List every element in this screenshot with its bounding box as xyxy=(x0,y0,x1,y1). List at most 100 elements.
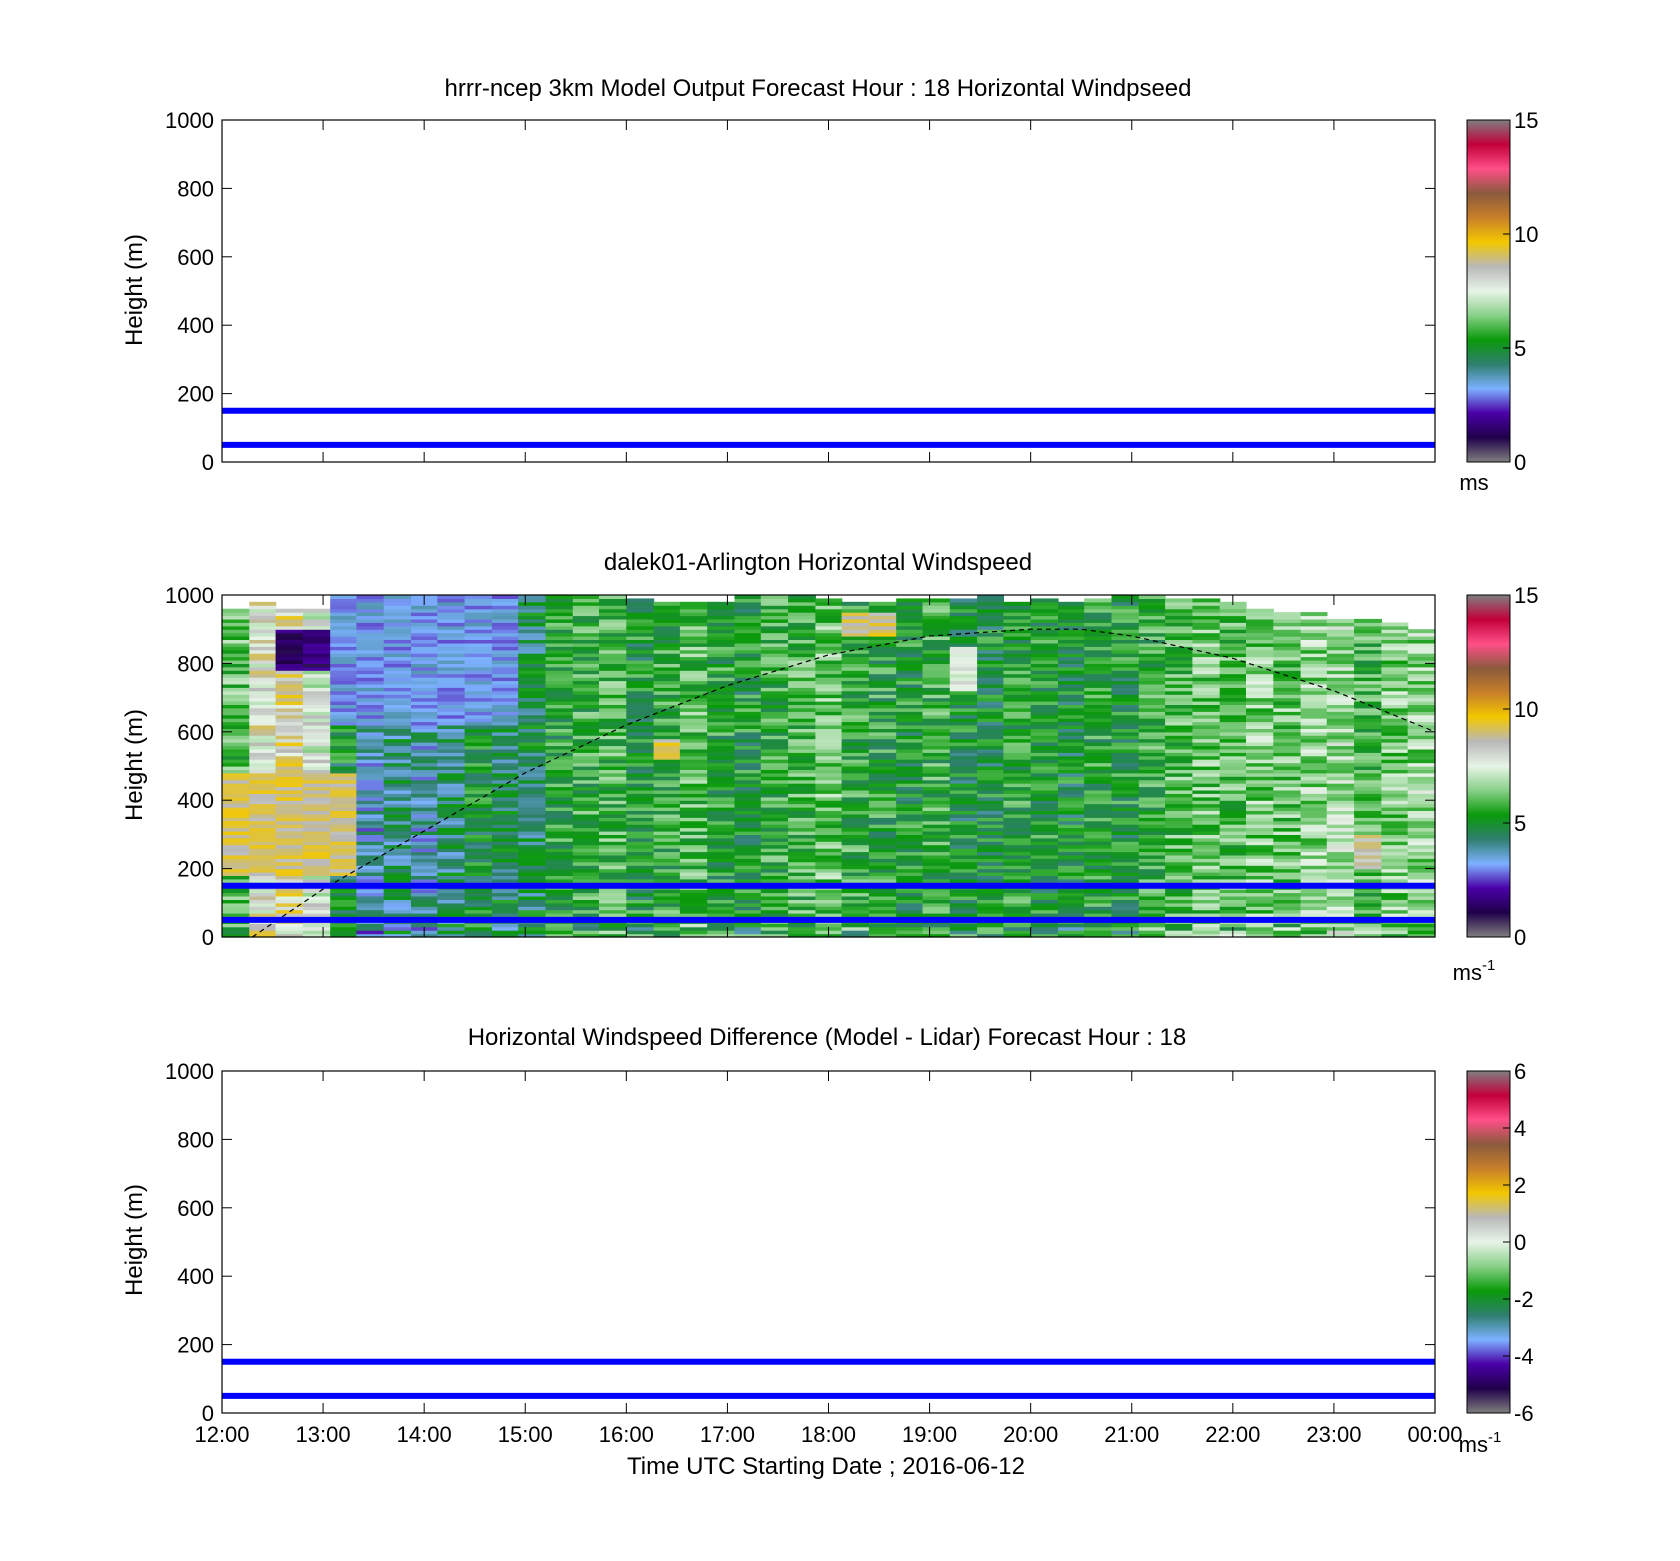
heatmap-cell xyxy=(1246,742,1274,747)
heatmap-cell xyxy=(437,786,466,791)
heatmap-cell xyxy=(734,660,762,664)
heatmap-cell xyxy=(949,889,978,894)
heatmap-cell xyxy=(599,694,627,699)
heatmap-cell xyxy=(302,783,331,788)
heatmap-cell xyxy=(1246,666,1274,671)
heatmap-cell xyxy=(1003,646,1032,651)
heatmap-cell xyxy=(707,875,736,880)
heatmap-cell xyxy=(275,926,304,931)
heatmap-cell xyxy=(1030,615,1059,620)
heatmap-cell xyxy=(1030,677,1059,682)
heatmap-cell xyxy=(841,680,870,685)
heatmap-cell xyxy=(383,762,412,767)
heatmap-cell xyxy=(1326,687,1355,692)
heatmap-cell xyxy=(949,858,978,863)
heatmap-cell xyxy=(788,697,816,702)
heatmap-cell xyxy=(707,861,736,866)
heatmap-cell xyxy=(653,731,681,736)
heatmap-cell xyxy=(734,725,762,729)
heatmap-cell xyxy=(599,639,627,644)
heatmap-cell xyxy=(1407,666,1436,671)
heatmap-cell xyxy=(1111,834,1140,839)
heatmap-cell xyxy=(896,704,924,709)
heatmap-cell xyxy=(841,899,870,904)
heatmap-cell xyxy=(922,673,951,678)
heatmap-cell xyxy=(1111,707,1140,712)
heatmap-cell xyxy=(1084,827,1113,832)
heatmap-cell xyxy=(518,714,547,719)
heatmap-cell xyxy=(572,697,600,702)
heatmap-cell xyxy=(1084,776,1113,781)
heatmap-cell xyxy=(1138,755,1166,760)
heatmap-cell xyxy=(1030,899,1059,904)
heatmap-cell xyxy=(491,923,519,928)
heatmap-cell xyxy=(599,748,627,753)
heatmap-cell xyxy=(222,680,250,685)
heatmap-cell xyxy=(1138,810,1166,815)
heatmap-cell xyxy=(653,707,681,712)
heatmap-cell xyxy=(1219,605,1247,610)
heatmap-cell xyxy=(1030,625,1059,630)
x-tick-label: 16:00 xyxy=(599,1422,654,1447)
heatmap-cell xyxy=(626,820,655,825)
heatmap-cell xyxy=(437,766,466,770)
heatmap-cell xyxy=(1326,772,1355,777)
heatmap-cell xyxy=(383,642,412,647)
heatmap-cell xyxy=(383,673,412,678)
heatmap-cell xyxy=(679,827,708,832)
heatmap-cell xyxy=(788,673,816,678)
heatmap-cell xyxy=(679,755,708,760)
heatmap-cell xyxy=(411,807,438,811)
heatmap-cell xyxy=(464,899,493,904)
heatmap-cell xyxy=(518,629,547,634)
heatmap-cell xyxy=(383,677,412,682)
heatmap-cell xyxy=(275,892,304,897)
heatmap-cell xyxy=(707,725,736,729)
heatmap-cell xyxy=(977,861,1004,866)
heatmap-cell xyxy=(949,636,978,640)
heatmap-cell xyxy=(868,875,897,880)
heatmap-cell xyxy=(330,618,358,623)
heatmap-cell xyxy=(545,827,574,832)
heatmap-cell xyxy=(572,656,600,661)
heatmap-cell xyxy=(1219,827,1247,832)
heatmap-cell xyxy=(491,878,519,883)
heatmap-cell xyxy=(734,653,762,658)
heatmap-cell xyxy=(302,663,331,668)
heatmap-cell xyxy=(1273,752,1302,757)
heatmap-cell xyxy=(249,649,277,654)
heatmap-cell xyxy=(1165,789,1193,794)
heatmap-cell xyxy=(1030,612,1059,617)
heatmap-cell xyxy=(518,687,547,692)
heatmap-cell xyxy=(679,889,708,894)
heatmap-cell xyxy=(922,622,951,627)
heatmap-cell xyxy=(679,899,708,904)
heatmap-cell xyxy=(1030,913,1059,918)
heatmap-cell xyxy=(734,748,762,753)
heatmap-cell xyxy=(437,608,466,613)
heatmap-cell xyxy=(841,841,870,846)
heatmap-cell xyxy=(330,718,358,723)
heatmap-cell xyxy=(302,803,331,808)
heatmap-cell xyxy=(491,745,519,750)
heatmap-cell xyxy=(1165,865,1193,870)
heatmap-cell xyxy=(1003,755,1032,760)
heatmap-cell xyxy=(896,902,924,907)
heatmap-cell xyxy=(222,786,250,791)
heatmap-cell xyxy=(275,728,304,733)
heatmap-cell xyxy=(707,776,736,781)
heatmap-cell xyxy=(222,902,250,907)
heatmap-cell xyxy=(1165,748,1193,753)
heatmap-cell xyxy=(249,875,277,880)
heatmap-cell xyxy=(760,892,789,897)
heatmap-cell xyxy=(599,807,627,811)
heatmap-cell xyxy=(734,878,762,883)
heatmap-cell xyxy=(949,704,978,709)
heatmap-cell xyxy=(679,807,708,811)
heatmap-cell xyxy=(545,642,574,647)
heatmap-cell xyxy=(1246,642,1274,647)
heatmap-cell xyxy=(545,800,574,805)
heatmap-cell xyxy=(626,899,655,904)
heatmap-cell xyxy=(518,776,547,781)
heatmap-cell xyxy=(1192,827,1221,832)
